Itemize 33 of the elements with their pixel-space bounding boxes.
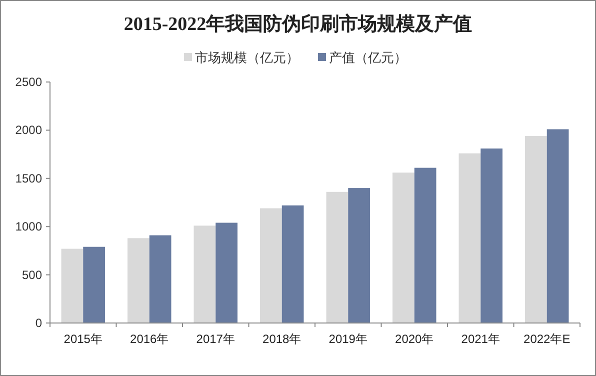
- bar: [326, 192, 348, 323]
- bar: [194, 226, 216, 323]
- x-tick-label: 2016年: [130, 332, 169, 346]
- chart-title: 2015-2022年我国防伪印刷市场规模及产值: [124, 13, 472, 35]
- bar: [546, 129, 569, 323]
- x-tick-label: 2021年: [461, 332, 500, 346]
- legend-label: 市场规模（亿元）: [195, 50, 299, 65]
- legend-label: 产值（亿元）: [329, 50, 407, 65]
- y-tick-label: 1000: [15, 220, 42, 234]
- x-tick-label: 2017年: [196, 332, 235, 346]
- y-tick-label: 500: [22, 268, 42, 282]
- bar: [458, 153, 481, 323]
- bar: [216, 222, 238, 323]
- bar: [525, 136, 547, 323]
- bar: [260, 208, 282, 323]
- bar: [414, 168, 436, 323]
- bar: [282, 205, 304, 323]
- x-tick-label: 2018年: [262, 332, 302, 346]
- x-tick-label: 2015年: [64, 332, 102, 346]
- x-tick-label: 2019年: [328, 332, 368, 346]
- bar: [480, 148, 502, 323]
- bar: [128, 238, 150, 323]
- bar: [61, 248, 84, 323]
- y-tick-label: 1500: [15, 171, 42, 186]
- y-tick-label: 2000: [15, 123, 42, 138]
- bar: [83, 246, 105, 323]
- bar: [149, 235, 172, 323]
- x-tick-label: 2022年E: [524, 332, 570, 346]
- x-tick-label: 2020年: [395, 332, 434, 346]
- y-tick-label: 0: [35, 316, 42, 330]
- bar: [348, 188, 370, 323]
- y-tick-label: 2500: [15, 75, 42, 89]
- bar: [392, 172, 414, 323]
